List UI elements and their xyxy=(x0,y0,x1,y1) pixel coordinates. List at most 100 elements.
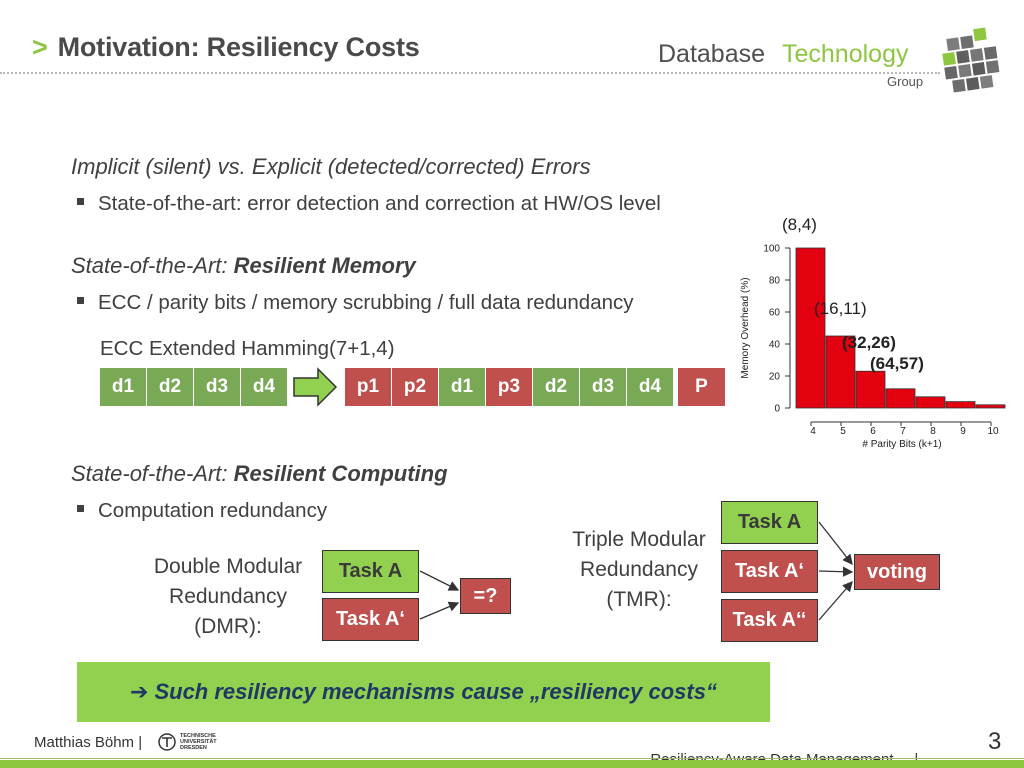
bullet-hw-os: State-of-the-art: error detection and co… xyxy=(77,192,661,216)
y-tick-label: 100 xyxy=(763,244,780,255)
tmr-label-line: Redundancy xyxy=(580,558,698,581)
bar-5 xyxy=(825,335,856,409)
section-heading-computing: State-of-the-Art: Resilient Computing xyxy=(71,461,448,487)
x-axis-label: # Parity Bits (k+1) xyxy=(862,439,941,450)
tmr-label-line: (TMR): xyxy=(606,588,672,611)
tmr-arrow-2 xyxy=(818,566,854,577)
arrow-right-icon xyxy=(293,367,338,407)
heading-emphasis: Resilient Memory xyxy=(233,253,416,278)
ecc-parity-cell: p1 xyxy=(345,368,391,406)
y-tick-label: 60 xyxy=(769,308,781,319)
dmr-arrow-1 xyxy=(419,570,460,591)
heading-prefix: State-of-the-Art: xyxy=(71,253,234,278)
ecc-data-cell: d4 xyxy=(627,368,673,406)
tmr-arrow-3 xyxy=(818,581,853,621)
bullet-text: State-of-the-art: error detection and co… xyxy=(98,192,661,215)
section-heading-errors: Implicit (silent) vs. Explicit (detected… xyxy=(71,154,591,179)
bullet-computation: Computation redundancy xyxy=(77,499,327,523)
y-tick-label: 40 xyxy=(769,340,781,351)
logo-word-database: Database xyxy=(658,40,766,68)
ecc-parity-cell: P xyxy=(678,368,725,406)
tmr-task-a-prime: Task A‘ xyxy=(721,550,818,593)
ecc-label: ECC Extended Hamming(7+1,4) xyxy=(100,337,395,360)
y-tick-label: 80 xyxy=(769,276,781,287)
dmr-label-line: Redundancy xyxy=(169,585,287,608)
x-tick-label: 4 xyxy=(810,426,816,437)
tu-dresden-logo: TECHNISCHE UNIVERSITÄT DRESDEN xyxy=(158,733,217,751)
bullet-square-icon xyxy=(77,297,84,305)
dmr-task-a: Task A xyxy=(322,550,419,593)
callout-text: Such resiliency mechanisms cause „resili… xyxy=(154,679,717,704)
title-text: Motivation: Resiliency Costs xyxy=(57,32,420,62)
x-tick-label: 8 xyxy=(930,426,936,437)
ecc-data-cell: d2 xyxy=(147,368,193,406)
tu-seal-icon xyxy=(158,733,176,751)
bullet-square-icon xyxy=(77,198,84,206)
annotation-5: (16,11) xyxy=(814,299,867,318)
tmr-arrow-1 xyxy=(818,521,853,566)
header-divider xyxy=(0,72,940,74)
tmr-task-a-double-prime: Task A‘‘ xyxy=(721,599,818,642)
bar-8 xyxy=(915,396,946,409)
y-axis-label: Memory Overhead (%) xyxy=(740,277,751,378)
bar-7 xyxy=(885,388,916,409)
heading-prefix: State-of-the-Art: xyxy=(71,461,234,486)
logo-word-technology: Technology xyxy=(782,40,909,68)
logo-word-group: Group xyxy=(887,74,924,89)
conclusion-callout: ➔ Such resiliency mechanisms cause „resil… xyxy=(77,662,770,722)
arrow-right-icon: ➔ xyxy=(130,679,149,704)
bar-6 xyxy=(855,370,886,409)
annotation-4: (8,4) xyxy=(782,216,817,234)
title-caret: > xyxy=(32,32,48,62)
group-logo: Database Technology Group xyxy=(656,27,1000,98)
heading-emphasis: Resilient Computing xyxy=(233,461,448,486)
annotation-7: (64,57) xyxy=(870,354,924,373)
ecc-data-cell: d3 xyxy=(580,368,626,406)
tmr-task-a: Task A xyxy=(721,501,818,544)
tu-word: UNIVERSITÄT xyxy=(180,739,217,745)
dmr-task-a-prime: Task A‘ xyxy=(322,598,419,641)
bullet-square-icon xyxy=(77,505,84,513)
tu-word: DRESDEN xyxy=(180,745,207,751)
footer-bar xyxy=(0,760,1024,768)
page-number: 3 xyxy=(988,728,1002,755)
bar-10 xyxy=(975,404,1006,409)
author-name: Matthias Böhm | xyxy=(34,734,143,751)
ecc-data-cell: d1 xyxy=(100,368,146,406)
overhead-chart: 0 20 40 60 80 100 4 5 6 7 8 9 10 # Parity Bits (k+1) M… xyxy=(740,216,1006,450)
dmr-label-line: (DMR): xyxy=(194,615,262,638)
tu-wordmark: TECHNISCHE UNIVERSITÄT DRESDEN xyxy=(180,733,217,751)
tmr-label: Triple Modular Redundancy (TMR): xyxy=(556,525,722,615)
x-tick-label: 6 xyxy=(870,426,876,437)
footer-divider xyxy=(0,758,1024,759)
annotation-6: (32,26) xyxy=(842,333,896,352)
bullet-ecc: ECC / parity bits / memory scrubbing / f… xyxy=(77,291,634,315)
tmr-label-line: Triple Modular xyxy=(572,528,706,551)
ecc-data-cell: d4 xyxy=(241,368,287,406)
ecc-data-cell: d3 xyxy=(194,368,240,406)
ecc-parity-cell: p3 xyxy=(486,368,532,406)
ecc-parity-cell: p2 xyxy=(392,368,438,406)
x-tick-label: 5 xyxy=(840,426,846,437)
dmr-compare: =? xyxy=(460,578,511,614)
bar-9 xyxy=(945,401,976,409)
tu-word: TECHNISCHE xyxy=(180,733,216,739)
ecc-data-cell: d1 xyxy=(439,368,485,406)
x-tick-label: 7 xyxy=(900,426,906,437)
ecc-data-cell: d2 xyxy=(533,368,579,406)
bullet-text: Computation redundancy xyxy=(98,499,328,522)
page-title: > Motivation: Resiliency Costs xyxy=(32,32,420,63)
section-heading-memory: State-of-the-Art: Resilient Memory xyxy=(71,253,416,279)
dmr-label-line: Double Modular xyxy=(153,555,303,578)
footer-author: Matthias Böhm | xyxy=(34,734,142,751)
x-tick-label: 9 xyxy=(960,426,966,437)
bullet-text: ECC / parity bits / memory scrubbing / f… xyxy=(98,291,634,314)
tmr-voter: voting xyxy=(854,554,940,590)
y-tick-label: 20 xyxy=(769,372,781,383)
y-tick-label: 0 xyxy=(774,404,780,415)
dmr-label: Double Modular Redundancy (DMR): xyxy=(140,552,316,642)
logo-grid-icon xyxy=(942,27,1000,93)
dmr-arrow-2 xyxy=(419,601,460,620)
x-tick-label: 10 xyxy=(987,426,999,437)
